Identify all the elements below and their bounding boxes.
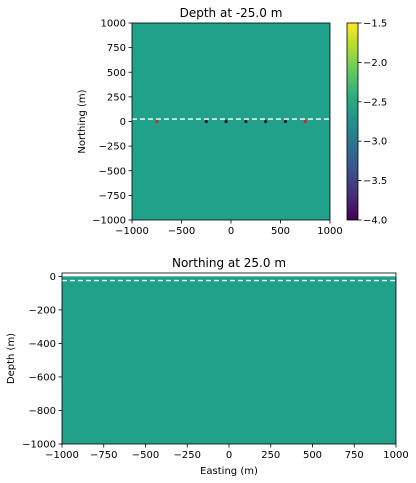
y-tick-label: 0 (120, 117, 126, 128)
y-tick-label: −1000 (92, 216, 126, 227)
y-tick-label: 750 (107, 43, 126, 54)
plot-area-fill (132, 23, 330, 220)
colorbar-tick-label: −4.0 (363, 216, 387, 227)
x-tick-label: 0 (226, 450, 232, 461)
colorbar: −1.5 −2.0 −2.5 −3.0 −3.5 −4.0 (346, 19, 387, 227)
station-marker (224, 119, 228, 124)
y-tick-label: 250 (107, 92, 126, 103)
x-tick-label: 0 (228, 226, 234, 237)
colorbar-tick-label: −2.0 (363, 58, 387, 69)
x-tick-label: 1000 (317, 226, 342, 237)
station-marker (204, 119, 208, 124)
x-tick-label: 750 (345, 450, 364, 461)
y-tick-label: −500 (99, 166, 126, 177)
y-tick-label: −750 (99, 191, 126, 202)
y-tick-label: 1000 (101, 19, 126, 30)
x-tick-label: 1000 (383, 450, 408, 461)
depth-slice-chart: Depth at -25.0 m −1000 −500 0 500 1000 1000 7… (77, 6, 343, 237)
y-tick-label: −800 (29, 406, 56, 417)
colorbar-frame (346, 22, 359, 221)
colorbar-tick-label: −3.0 (363, 137, 387, 148)
x-tick-label: 500 (303, 450, 322, 461)
station-marker (244, 119, 248, 124)
plot-area-fill (62, 276, 396, 444)
colorbar-tick-label: −2.5 (363, 97, 387, 108)
x-tick-label: −1000 (45, 450, 79, 461)
y-tick-label: −600 (29, 372, 56, 383)
y-axis-label: Depth (m) (6, 333, 17, 384)
x-tick-label: −750 (90, 450, 117, 461)
station-marker (303, 119, 307, 124)
station-marker (264, 119, 268, 124)
northing-slice-chart: Northing at 25.0 m −1000 −750 −500 −250 0 250… (6, 256, 409, 477)
y-tick-label: −250 (99, 142, 126, 153)
x-tick-label: −250 (174, 450, 201, 461)
colorbar-tick-label: −3.5 (363, 176, 387, 187)
colorbar-gradient (347, 23, 358, 220)
x-tick-label: −1000 (115, 226, 149, 237)
y-tick-label: −200 (29, 305, 56, 316)
x-tick-label: 500 (271, 226, 290, 237)
y-tick-label: −400 (29, 339, 56, 350)
station-marker (155, 119, 159, 124)
x-axis-label: Easting (m) (200, 466, 258, 477)
y-axis-label: Northing (m) (77, 89, 88, 153)
y-tick-label: −1000 (22, 440, 56, 451)
colorbar-tick-label: −1.5 (363, 19, 387, 30)
x-tick-label: 250 (261, 450, 280, 461)
chart-title: Depth at -25.0 m (180, 6, 283, 20)
y-tick-label: 0 (50, 272, 56, 283)
x-tick-label: −500 (168, 226, 195, 237)
chart-title: Northing at 25.0 m (172, 256, 286, 270)
station-marker (283, 119, 288, 124)
y-tick-label: 500 (107, 68, 126, 79)
x-tick-label: −500 (132, 450, 159, 461)
